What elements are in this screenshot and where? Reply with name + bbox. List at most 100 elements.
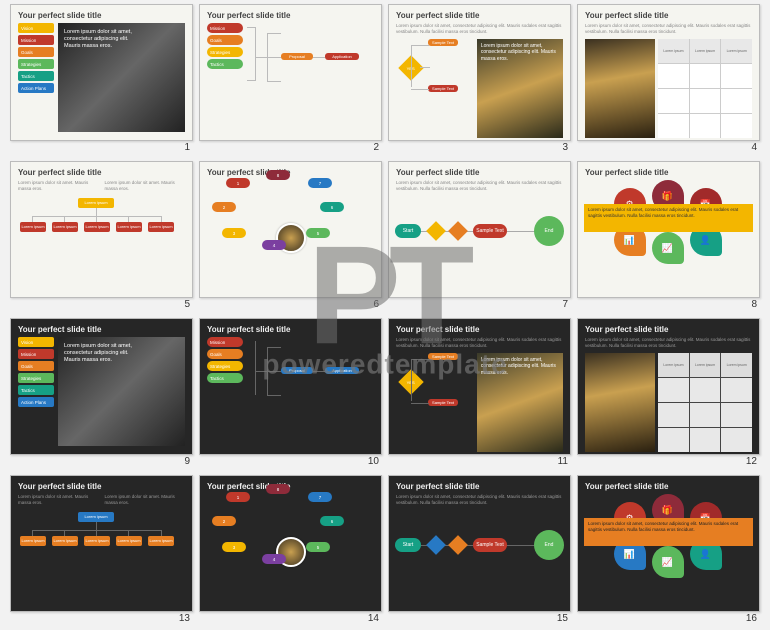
flowchart: Sample Text YES Sample Text [396, 39, 473, 138]
tab-actionplans: Action Plans [18, 83, 54, 93]
tabs-col: Vision Mission Goals Strategies Tactics … [18, 23, 54, 132]
slide-title: Your perfect slide title [18, 325, 185, 334]
slide-number: 12 [577, 455, 760, 469]
slide-number: 11 [388, 455, 571, 469]
child-node: Lorem ipsum [84, 536, 110, 546]
child-node: Lorem ipsum [20, 536, 46, 546]
node-mid: Sample Text [473, 538, 507, 552]
node-proposal: Proposal [281, 367, 313, 374]
image-panel [585, 353, 655, 452]
cell-15: Your perfect slide title Lorem ipsum dol… [388, 475, 571, 626]
node-sample-2: Sample Text [428, 399, 458, 406]
node-application: Application [325, 367, 359, 374]
node-start: Start [395, 538, 421, 552]
tab-strategies: Strategies [18, 59, 54, 69]
slide-number: 3 [388, 141, 571, 155]
tab-mission: Mission [18, 35, 54, 45]
slide-title: Your perfect slide title [396, 325, 563, 334]
diamond-2 [448, 221, 468, 241]
text-col-1: Lorem ipsum dolor sit amet. Mauris massa… [18, 494, 99, 507]
subtitle: Lorem ipsum dolor sit amet, consectetur … [396, 23, 563, 36]
th: Lorem ipsum [690, 353, 721, 377]
slide-number: 5 [10, 298, 193, 312]
tab-mission: Mission [207, 23, 243, 33]
ribbon-text: Lorem ipsum dolor sit amet, consectetur … [584, 518, 753, 546]
diamond-1 [426, 535, 446, 555]
tabs-col: Mission Goals Strategies Tactics [207, 337, 243, 446]
diamond-2 [448, 535, 468, 555]
child-node: Lorem ipsum [116, 536, 142, 546]
hero-text: Lorem ipsum dolor sit amet, consectetur … [64, 343, 145, 364]
node-sample: Sample Text [428, 39, 458, 46]
slide-title: Your perfect slide title [585, 325, 752, 334]
root-node: Lorem ipsum [78, 198, 114, 208]
petal-chart: 📈 [652, 232, 684, 264]
tab-goals: Goals [18, 361, 54, 371]
pill-3: 3 [222, 228, 246, 238]
pill-6: 6 [320, 516, 344, 526]
tab-actionplans: Action Plans [18, 397, 54, 407]
data-table: Lorem ipsum Lorem ipsum Lorem ipsum [658, 39, 752, 138]
image-panel: Lorem ipsum dolor sit amet, consectetur … [477, 353, 563, 452]
pill-2: 2 [212, 516, 236, 526]
node-end: End [534, 530, 564, 560]
th: Lorem ipsum [721, 39, 752, 63]
cell-7: Your perfect slide title Lorem ipsum dol… [388, 161, 571, 312]
cell-16: Your perfect slide title ⚙ 🎁 📅 📊 📈 👤 Lor… [577, 475, 760, 626]
slide-number: 8 [577, 298, 760, 312]
pill-5: 5 [306, 542, 330, 552]
slide-6: Your perfect slide title 1 2 3 4 5 6 7 8 [199, 161, 382, 298]
org-tree: Lorem ipsum Lorem ipsum Lorem ipsum Lore… [18, 510, 185, 576]
child-node: Lorem ipsum [148, 536, 174, 546]
slide-number: 15 [388, 612, 571, 626]
cell-11: Your perfect slide title Lorem ipsum dol… [388, 318, 571, 469]
slide-title: Your perfect slide title [396, 11, 563, 20]
hero-image: Lorem ipsum dolor sit amet, consectetur … [58, 337, 185, 446]
slide-14: Your perfect slide title 1 2 3 4 5 6 7 8 [199, 475, 382, 612]
slide-number: 4 [577, 141, 760, 155]
petal-chart: 📈 [652, 546, 684, 578]
tabs-col: Mission Goals Strategies Tactics [207, 23, 243, 132]
text-col-1: Lorem ipsum dolor sit amet. Mauris massa… [18, 180, 99, 193]
tab-goals: Goals [18, 47, 54, 57]
tabs-col: Vision Mission Goals Strategies Tactics … [18, 337, 54, 446]
node-end: End [534, 216, 564, 246]
subtitle: Lorem ipsum dolor sit amet, consectetur … [585, 23, 752, 36]
diamond-1 [426, 221, 446, 241]
th: Lorem ipsum [658, 39, 689, 63]
subtitle: Lorem ipsum dolor sit amet, consectetur … [396, 337, 563, 350]
image-panel: Lorem ipsum dolor sit amet, consectetur … [477, 39, 563, 138]
slide-1: Your perfect slide title Vision Mission … [10, 4, 193, 141]
slide-10: Your perfect slide title Mission Goals S… [199, 318, 382, 455]
hero-text: Lorem ipsum dolor sit amet, consectetur … [64, 29, 145, 50]
slide-number: 9 [10, 455, 193, 469]
cell-3: Your perfect slide title Lorem ipsum dol… [388, 4, 571, 155]
slide-number: 13 [10, 612, 193, 626]
th: Lorem ipsum [721, 353, 752, 377]
image-panel [585, 39, 655, 138]
text-col-2: Lorem ipsum dolor sit amet. Mauris massa… [105, 180, 186, 193]
slide-2: Your perfect slide title Mission Goals S… [199, 4, 382, 141]
subtitle: Lorem ipsum dolor sit amet, consectetur … [585, 337, 752, 350]
child-node: Lorem ipsum [116, 222, 142, 232]
slide-9: Your perfect slide title Vision Mission … [10, 318, 193, 455]
tab-strategies: Strategies [207, 361, 243, 371]
slide-13: Your perfect slide title Lorem ipsum dol… [10, 475, 193, 612]
pill-4: 4 [262, 240, 286, 250]
slide-title: Your perfect slide title [396, 168, 563, 177]
pill-7: 7 [308, 492, 332, 502]
tab-vision: Vision [18, 23, 54, 33]
tab-strategies: Strategies [18, 373, 54, 383]
org-chart: Proposal Application [247, 337, 374, 446]
th: Lorem ipsum [658, 353, 689, 377]
tab-vision: Vision [18, 337, 54, 347]
tab-tactics: Tactics [207, 373, 243, 383]
node-sample-2: Sample Text [428, 85, 458, 92]
cell-13: Your perfect slide title Lorem ipsum dol… [10, 475, 193, 626]
radial-diagram: 1 2 3 4 5 6 7 8 [206, 176, 375, 291]
cell-5: Your perfect slide title Lorem ipsum dol… [10, 161, 193, 312]
node-mid: Sample Text [473, 224, 507, 238]
org-tree: Lorem ipsum Lorem ipsum Lorem ipsum Lore… [18, 196, 185, 262]
ribbon-text: Lorem ipsum dolor sit amet, consectetur … [584, 204, 753, 232]
slide-number: 6 [199, 298, 382, 312]
